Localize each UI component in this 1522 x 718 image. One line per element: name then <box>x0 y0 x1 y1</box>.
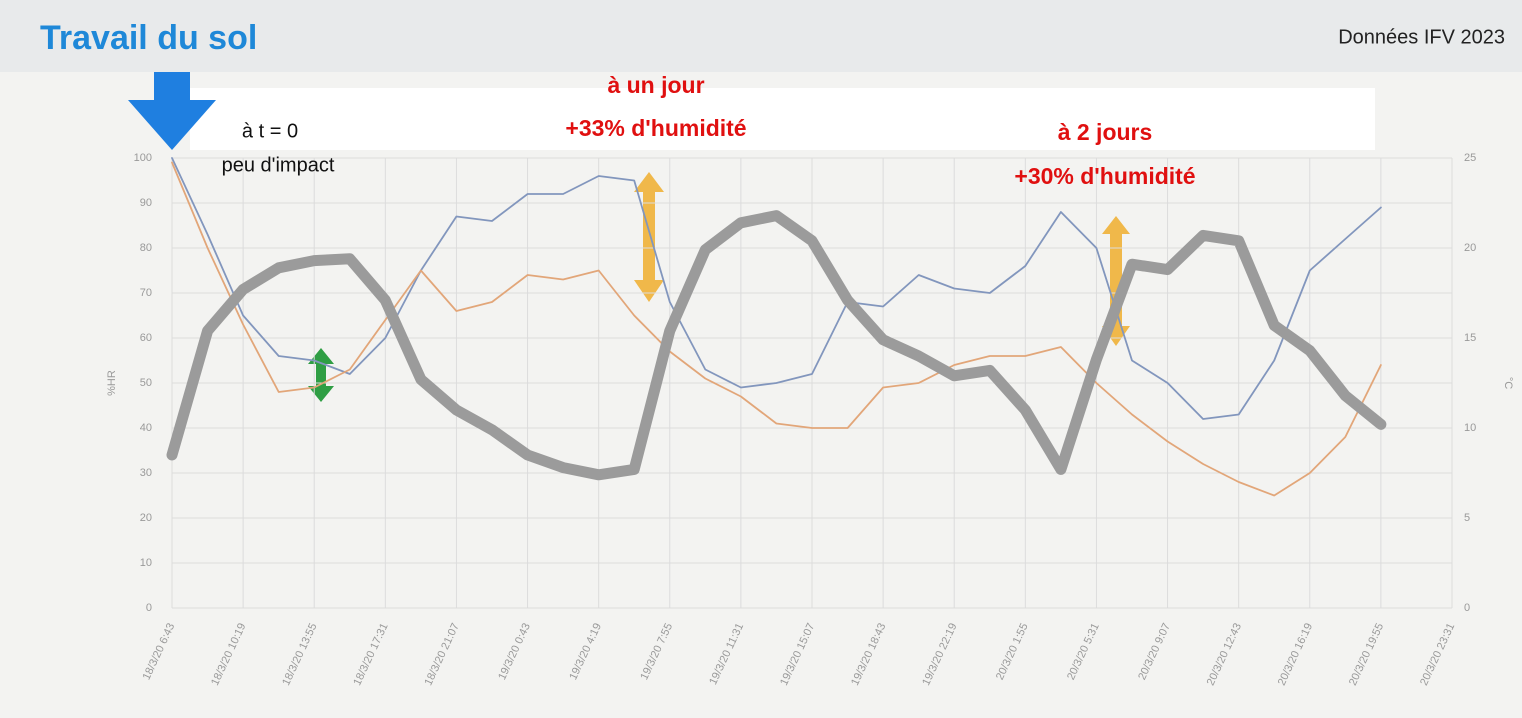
y2-axis-label: °C <box>1502 377 1514 389</box>
y-tick-label: 80 <box>140 242 152 254</box>
double-arrow-green <box>308 348 334 402</box>
y2-tick-label: 20 <box>1464 242 1476 254</box>
x-tick-label: 20/3/20 23:31 <box>1418 621 1457 687</box>
x-tick-label: 19/3/20 15:07 <box>778 621 817 687</box>
y-tick-label: 70 <box>140 287 152 299</box>
x-tick-label: 19/3/20 7:55 <box>638 621 675 682</box>
x-tick-label: 18/3/20 13:55 <box>280 621 319 687</box>
y-tick-label: 30 <box>140 467 152 479</box>
y2-tick-label: 15 <box>1464 332 1476 344</box>
annotation: +30% d'humidité <box>1014 163 1195 189</box>
annotation: à 2 jours <box>1058 119 1153 145</box>
y-tick-label: 90 <box>140 197 152 209</box>
x-tick-label: 20/3/20 9:07 <box>1136 621 1173 682</box>
y2-tick-label: 5 <box>1464 512 1470 524</box>
x-tick-label: 20/3/20 19:55 <box>1347 621 1386 687</box>
x-tick-label: 20/3/20 5:31 <box>1065 621 1102 682</box>
x-tick-label: 20/3/20 1:55 <box>994 621 1031 682</box>
annotation-band <box>190 88 1375 150</box>
double-arrow-orange-1 <box>634 172 664 302</box>
x-tick-label: 20/3/20 12:43 <box>1205 621 1244 687</box>
annotation: à t = 0 <box>242 120 298 142</box>
y-tick-label: 0 <box>146 602 152 614</box>
plot: 0 10 20 30 40 50 60 70 80 90 100 0 5 10 15 20 25 18/3/20 … <box>106 152 1514 688</box>
x-tick-label: 18/3/20 6:43 <box>141 621 178 682</box>
x-tick-label: 19/3/20 4:19 <box>567 621 604 682</box>
x-tick-label: 19/3/20 11:31 <box>707 621 746 686</box>
x-tick-label: 18/3/20 21:07 <box>422 621 461 687</box>
blue-arrow <box>128 72 216 150</box>
annotation: peu d'impact <box>222 154 335 176</box>
y-tick-label: 50 <box>140 377 152 389</box>
slide-title: Travail du sol <box>40 19 257 57</box>
series-line <box>171 157 1382 420</box>
x-tick-label: 20/3/20 16:19 <box>1276 621 1315 687</box>
y-axis-label: %HR <box>106 370 118 396</box>
x-tick-label: 19/3/20 0:43 <box>496 621 533 682</box>
x-tick-label: 19/3/20 22:19 <box>920 621 959 687</box>
y2-tick-label: 25 <box>1464 152 1476 164</box>
annotation: +33% d'humidité <box>565 115 746 141</box>
y-tick-label: 20 <box>140 512 152 524</box>
y-tick-label: 10 <box>140 557 152 569</box>
y-tick-label: 60 <box>140 332 152 344</box>
x-tick-label: 18/3/20 17:31 <box>351 621 390 687</box>
y2-tick-label: 10 <box>1464 422 1476 434</box>
x-tick-label: 18/3/20 10:19 <box>209 621 248 687</box>
series-line <box>171 161 1382 497</box>
x-tick-label: 19/3/20 18:43 <box>849 621 888 687</box>
header-band <box>0 0 1522 72</box>
y-tick-label: 100 <box>134 152 152 164</box>
series-line <box>166 210 1387 481</box>
y2-tick-label: 0 <box>1464 602 1470 614</box>
y-tick-label: 40 <box>140 422 152 434</box>
source: Données IFV 2023 <box>1338 26 1505 48</box>
annotation: à un jour <box>607 72 704 98</box>
